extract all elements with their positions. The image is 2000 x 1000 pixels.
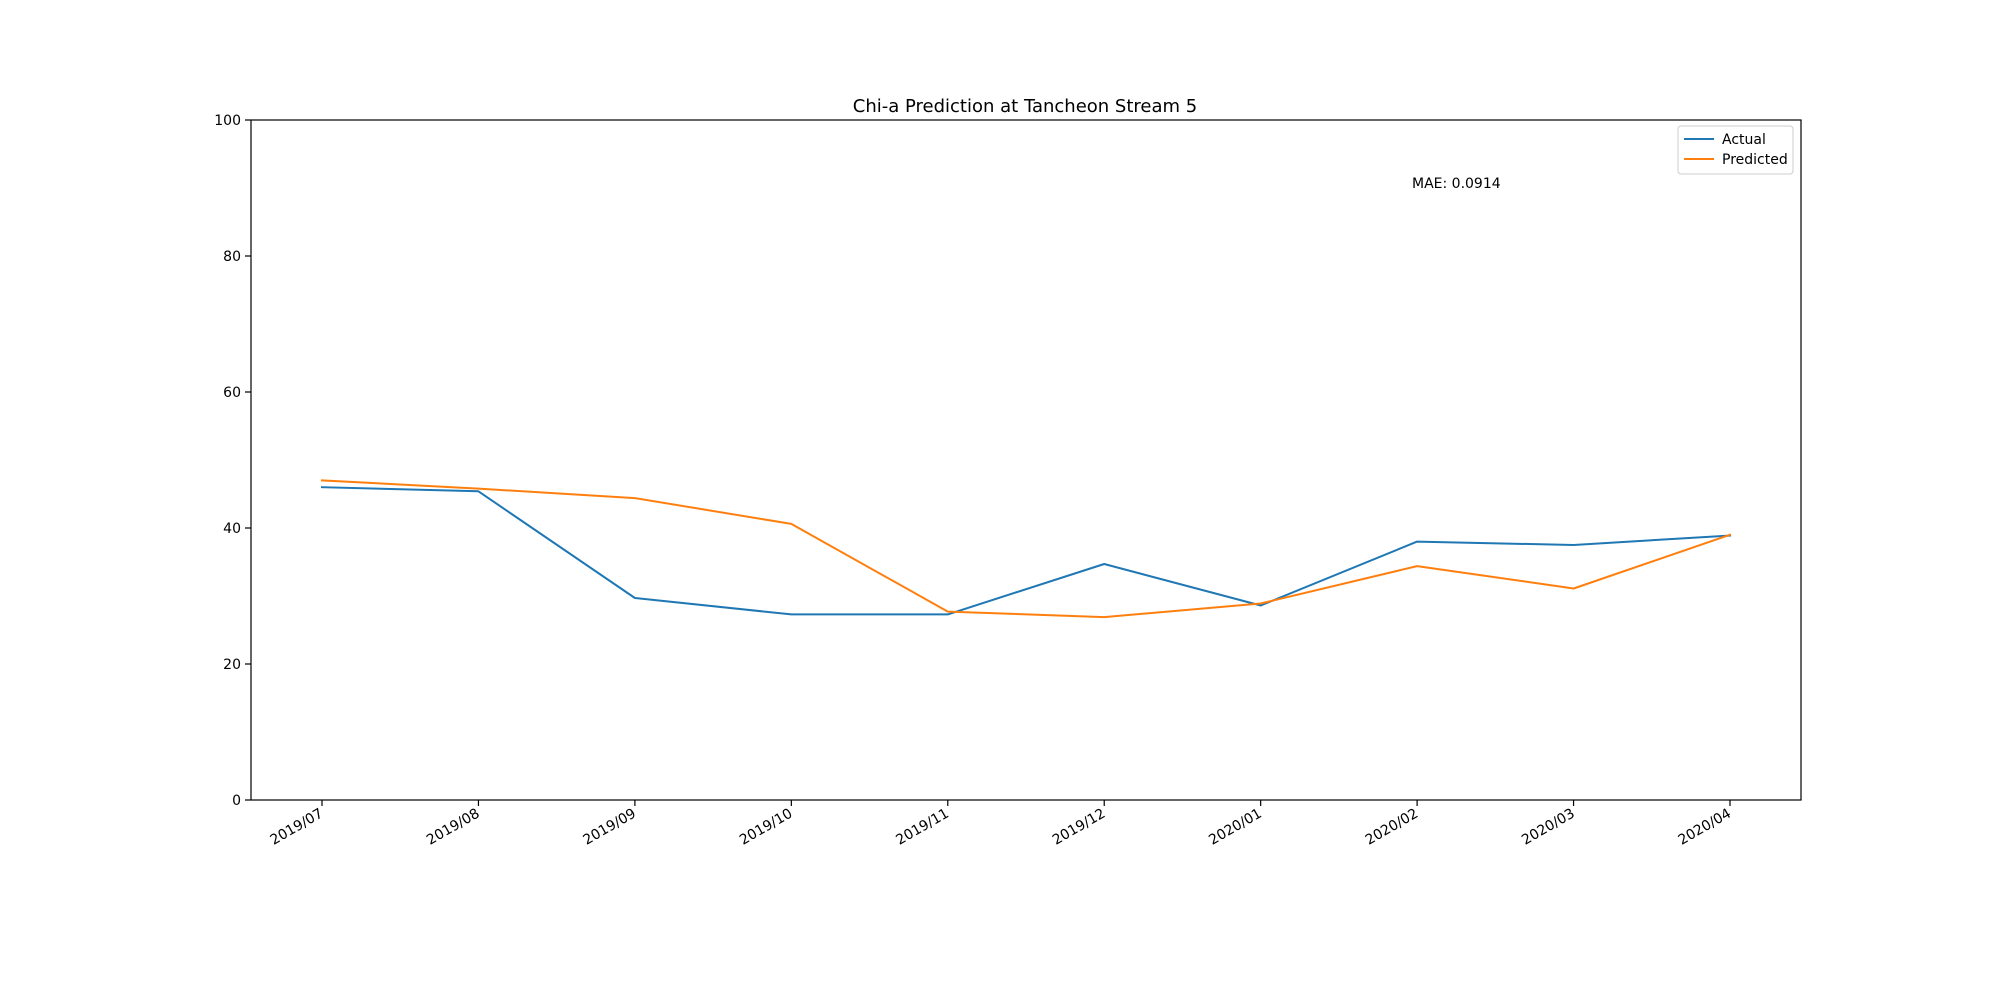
y-tick-label: 80 bbox=[223, 249, 241, 265]
legend-label-predicted: Predicted bbox=[1722, 152, 1788, 168]
y-axis: 0 20 40 60 80 100 bbox=[214, 113, 251, 809]
series-line-predicted bbox=[320, 479, 1732, 619]
series-line-actual bbox=[320, 486, 1732, 616]
series-layer bbox=[320, 479, 1732, 619]
legend-label-actual: Actual bbox=[1722, 132, 1766, 148]
mae-annotation: MAE: 0.0914 bbox=[1412, 176, 1501, 192]
y-tick-label: 20 bbox=[223, 657, 241, 673]
y-tick-label: 40 bbox=[223, 521, 241, 537]
y-tick-label: 60 bbox=[223, 385, 241, 401]
legend: Actual Predicted bbox=[1677, 125, 1794, 175]
y-tick-label: 0 bbox=[232, 793, 241, 809]
y-tick-label: 100 bbox=[214, 113, 241, 129]
chart-title: Chi-a Prediction at Tancheon Stream 5 bbox=[853, 96, 1197, 117]
plot-area-frame bbox=[250, 119, 1802, 801]
